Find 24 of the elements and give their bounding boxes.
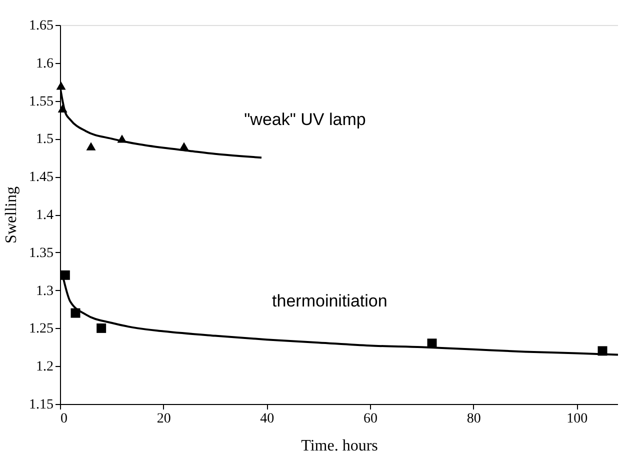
x-axis-title: Time. hours xyxy=(301,438,378,454)
point xyxy=(56,82,66,90)
annotation: "weak" UV lamp xyxy=(244,110,366,129)
point xyxy=(96,323,106,333)
y-tick-label: 1.15 xyxy=(29,398,54,412)
annotation: thermoinitiation xyxy=(272,292,388,311)
x-tick-label: 80 xyxy=(466,412,481,426)
y-axis-title: Swelling xyxy=(3,186,20,244)
y-tick-label: 1.35 xyxy=(29,246,54,261)
x-tick-label: 40 xyxy=(260,412,274,426)
x-tick-label: 0 xyxy=(60,412,68,426)
y-tick-label: 1.4 xyxy=(36,208,54,223)
y-tick-label: 1.2 xyxy=(36,360,54,375)
y-tick-label: 1.65 xyxy=(29,18,54,34)
x-tick-label: 20 xyxy=(156,412,171,426)
y-tick-label: 1.5 xyxy=(36,132,54,148)
point xyxy=(86,142,96,150)
y-tick-label: 1.6 xyxy=(36,56,54,72)
x-tick-label: 100 xyxy=(566,412,588,426)
x-tick-label: 60 xyxy=(364,412,378,426)
y-tick-label: 1.45 xyxy=(29,170,54,186)
y-tick-label: 1.3 xyxy=(36,284,54,299)
y-tick-label: 1.55 xyxy=(29,94,54,110)
y-tick-label: 1.25 xyxy=(29,322,54,337)
